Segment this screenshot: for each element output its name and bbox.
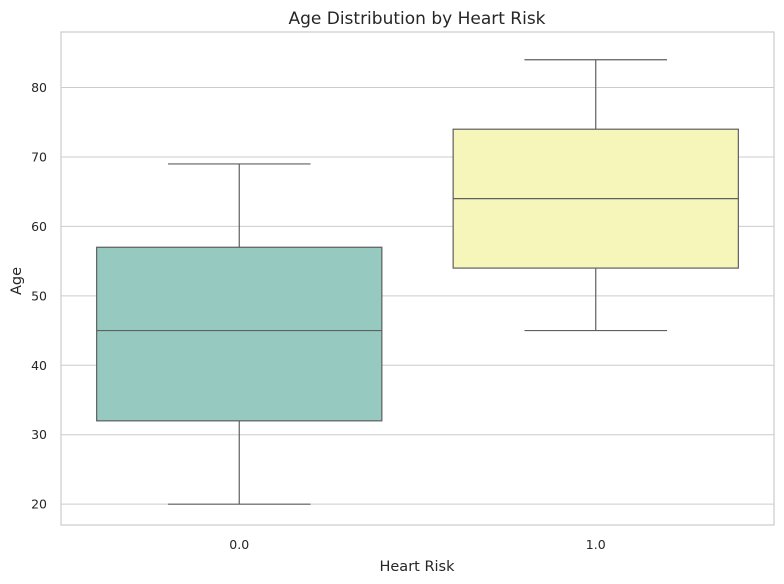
boxes — [96, 59, 739, 505]
x-tick-label-1: 1.0 — [586, 537, 606, 552]
y-tick-label-40: 40 — [31, 358, 47, 373]
box-group-1 — [452, 59, 739, 332]
box-0 — [96, 246, 383, 422]
y-tick-labels: 20 30 40 50 60 70 80 — [31, 80, 47, 512]
y-tick-label-30: 30 — [31, 427, 47, 442]
y-tick-label-20: 20 — [31, 497, 47, 512]
box-group-0 — [96, 163, 383, 505]
y-tick-label-70: 70 — [31, 149, 47, 164]
y-tick-label-60: 60 — [31, 219, 47, 234]
x-tick-labels: 0.0 1.0 — [229, 537, 605, 552]
x-tick-label-0: 0.0 — [229, 537, 249, 552]
plot-frame — [60, 31, 775, 526]
y-axis-label: Age — [9, 267, 25, 295]
chart-title: Age Distribution by Heart Risk — [288, 9, 545, 29]
x-axis-label: Heart Risk — [379, 559, 455, 575]
y-tick-label-50: 50 — [31, 288, 47, 303]
y-tick-label-80: 80 — [31, 80, 47, 95]
